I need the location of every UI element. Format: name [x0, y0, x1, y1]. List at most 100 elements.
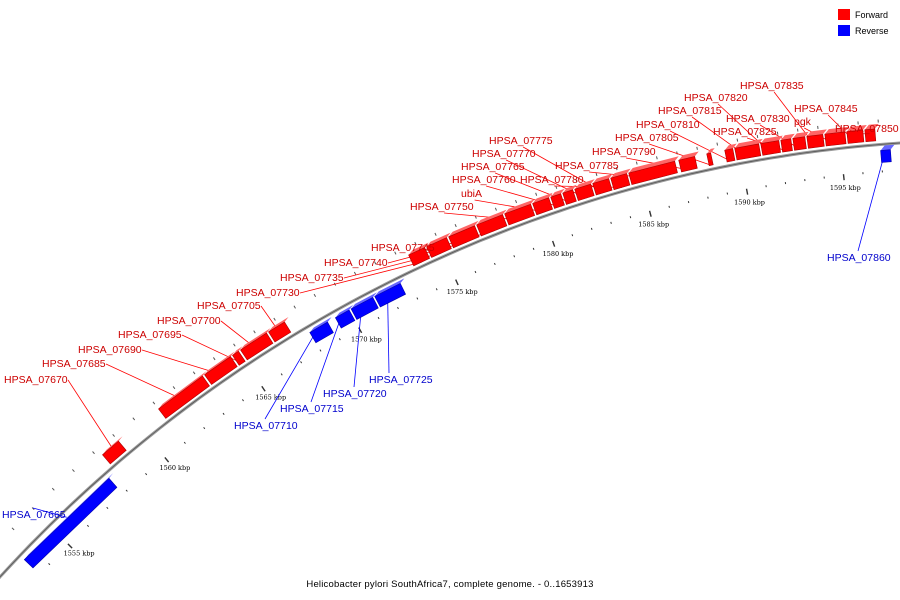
gene-body — [592, 178, 613, 196]
gene-HPSA_07710[interactable] — [309, 317, 334, 344]
gene-top-face — [760, 135, 783, 144]
gene-HPSA_07790[interactable] — [678, 151, 699, 173]
gene-body — [792, 136, 807, 151]
gene-label-HPSA_07825: HPSA_07825 — [713, 126, 777, 138]
gene-label-HPSA_07690: HPSA_07690 — [78, 344, 142, 356]
outer-tick — [374, 261, 377, 265]
gene-HPSA_07685[interactable] — [158, 371, 210, 419]
minor-tick — [300, 361, 303, 364]
major-tick — [745, 188, 749, 195]
gene-HPSA_07805[interactable] — [706, 148, 715, 167]
gene-HPSA_07845[interactable] — [846, 125, 867, 144]
outer-tick — [434, 232, 437, 236]
gene-label-pgk: pgk — [794, 116, 812, 128]
gene-top-face — [792, 131, 809, 139]
gene-HPSA_07775[interactable] — [592, 173, 613, 196]
outer-tick — [454, 223, 457, 228]
gene-HPSA_07690[interactable] — [204, 351, 238, 385]
tick-label: 1565 kbp — [255, 394, 286, 402]
minor-tick — [319, 349, 322, 352]
minor-tick — [145, 473, 148, 476]
gene-HPSA_07815[interactable] — [734, 138, 763, 161]
gene-top-face — [724, 143, 737, 151]
gene-HPSA_07725[interactable] — [374, 278, 406, 308]
gene-label-HPSA_07820: HPSA_07820 — [684, 92, 748, 104]
legend-forward-swatch — [838, 9, 850, 20]
gene-HPSA_07695[interactable] — [232, 346, 246, 366]
gene-body — [760, 140, 781, 156]
outer-tick — [716, 142, 719, 146]
gene-top-face — [550, 188, 565, 198]
gene-HPSA_07700[interactable] — [240, 328, 274, 361]
gene-HPSA_07825[interactable] — [780, 133, 795, 153]
gene-HPSA_07705[interactable] — [268, 317, 292, 343]
gene-label-HPSA_07815: HPSA_07815 — [658, 105, 722, 117]
minor-tick — [571, 234, 574, 237]
gene-HPSA_07765[interactable] — [562, 184, 577, 205]
gene-body — [504, 203, 536, 226]
gene-label-HPSA_07850: HPSA_07850 — [835, 123, 899, 135]
outer-tick — [515, 199, 518, 204]
gene-ubiA[interactable] — [532, 192, 553, 216]
gene-HPSA_07850[interactable] — [864, 123, 879, 143]
gene-HPSA_07715[interactable] — [334, 305, 356, 329]
gene-HPSA_07730[interactable] — [408, 242, 430, 267]
gene-top-face — [780, 133, 795, 141]
minor-tick — [106, 506, 109, 510]
major-tick — [648, 210, 652, 217]
gene-body — [268, 321, 292, 343]
gene-label-HPSA_07760: HPSA_07760 — [452, 174, 516, 186]
gene-body — [550, 193, 565, 209]
gene-HPSA_07770[interactable] — [574, 179, 595, 201]
outer-tick — [72, 469, 75, 472]
leader-line-HPSA_07805 — [648, 143, 712, 166]
gene-labels: HPSA_07665 HPSA_07670 HPSA_07685 HPSA_07690… — [2, 80, 899, 521]
gene-HPSA_07760[interactable] — [550, 188, 565, 209]
leader-line-HPSA_07715 — [310, 313, 343, 403]
gene-HPSA_07835[interactable] — [806, 129, 827, 149]
gene-HPSA_07740[interactable] — [448, 220, 480, 249]
gene-HPSA_07830[interactable] — [792, 131, 809, 151]
leader-line-HPSA_07710 — [264, 327, 319, 420]
outer-tick — [172, 386, 176, 390]
gene-HPSA_07735[interactable] — [426, 232, 452, 258]
gene-body — [374, 282, 406, 308]
outer-tick — [414, 241, 417, 246]
gene-label-HPSA_07845: HPSA_07845 — [794, 103, 858, 115]
outer-tick — [535, 192, 538, 196]
gene-top-face — [734, 138, 763, 149]
gene-HPSA_07860[interactable] — [880, 144, 895, 163]
gene-body — [806, 134, 825, 149]
gene-HPSA_07810[interactable] — [724, 143, 737, 163]
gene-pgk[interactable] — [824, 126, 849, 147]
gene-HPSA_07785[interactable] — [628, 156, 679, 185]
gene-body — [734, 143, 762, 161]
major-tick — [842, 174, 845, 181]
gene-HPSA_07665[interactable] — [23, 473, 118, 569]
leader-line-HPSA_07725 — [387, 289, 390, 374]
gene-HPSA_07670[interactable] — [102, 436, 127, 465]
gene-label-HPSA_07745: HPSA_07745 — [371, 242, 435, 254]
gene-body — [678, 156, 698, 173]
gene-top-face — [706, 148, 715, 154]
outer-tick — [192, 371, 196, 375]
minor-tick — [241, 399, 244, 402]
legend-reverse-label: Reverse — [855, 26, 889, 36]
gene-label-HPSA_07775: HPSA_07775 — [489, 135, 553, 147]
tick-label: 1570 kbp — [351, 336, 382, 344]
gene-label-HPSA_07730: HPSA_07730 — [236, 287, 300, 299]
gene-top-face — [806, 129, 827, 137]
gene-HPSA_07780[interactable] — [610, 168, 631, 191]
minor-tick — [222, 412, 225, 415]
gene-HPSA_07745[interactable] — [476, 209, 508, 237]
tick-label: 1595 kbp — [830, 184, 861, 192]
gene-HPSA_07750[interactable] — [504, 199, 536, 226]
major-tick — [261, 385, 266, 392]
outer-tick — [656, 156, 658, 160]
outer-tick — [615, 167, 618, 171]
minor-tick — [397, 306, 399, 310]
gene-HPSA_07720[interactable] — [350, 292, 379, 320]
gene-top-face — [880, 144, 895, 151]
gene-HPSA_07820[interactable] — [760, 135, 783, 156]
gene-body — [880, 149, 892, 163]
